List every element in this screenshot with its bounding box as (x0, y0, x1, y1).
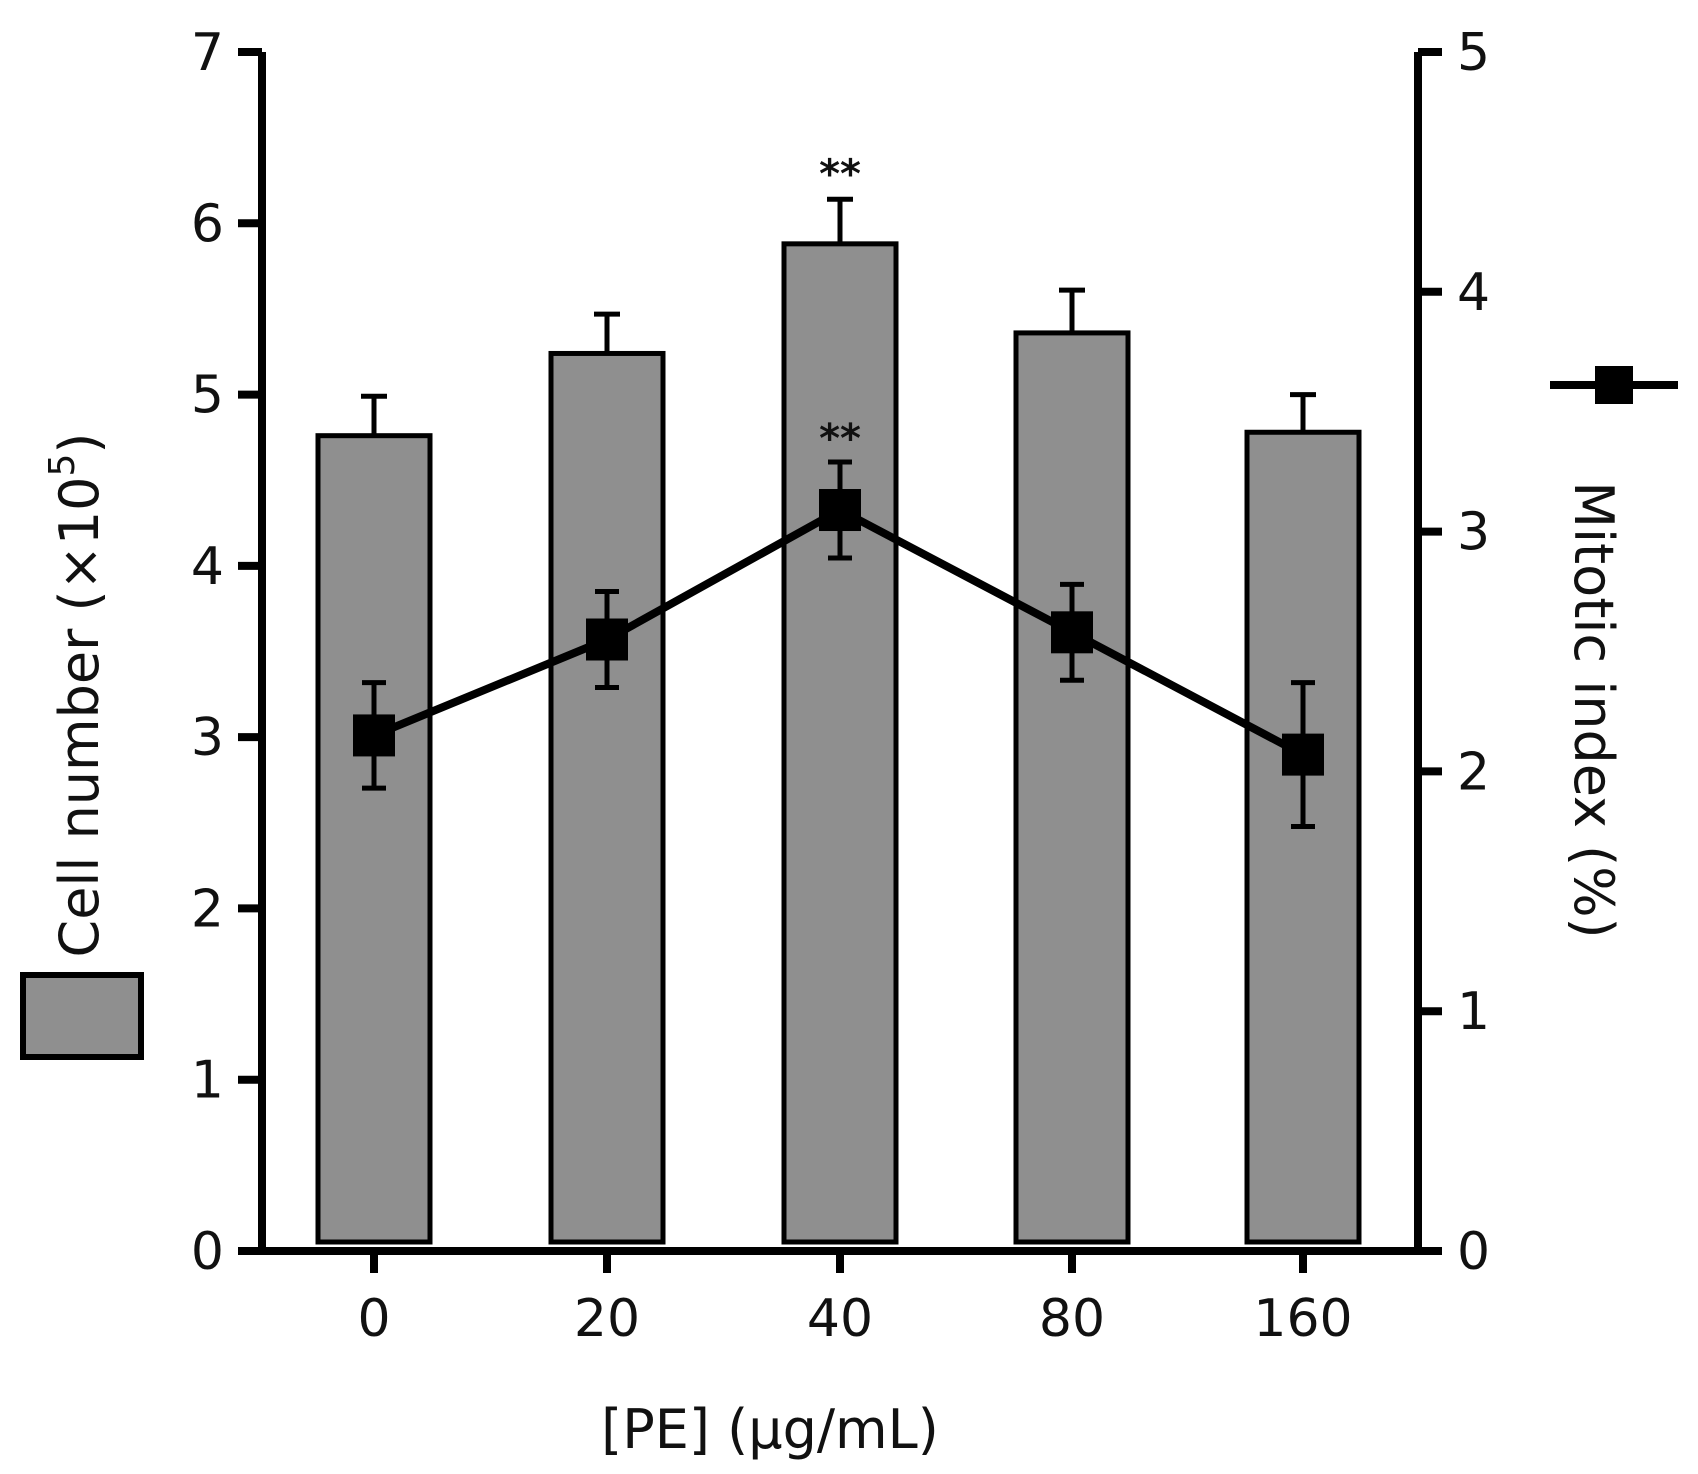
y-left-tick-label-1: 1 (191, 1051, 224, 1111)
x-tick-label-1: 20 (574, 1289, 640, 1349)
labels-layer: ** 0 1 2 3 4 5 6 7 0 1 2 3 4 5 0 20 40 80 160 ** (191, 23, 1490, 1349)
y-right-tick-label-0: 0 (1457, 1222, 1490, 1282)
y-right-title: Mitotic index (%) (1562, 481, 1625, 938)
axes-layer (238, 48, 1442, 1273)
y-left-tick-label-0: 0 (191, 1222, 224, 1282)
bar-0 (315, 433, 433, 1245)
bar-1 (548, 350, 666, 1245)
bars-layer (315, 196, 1362, 1245)
mitotic-point-0 (353, 714, 395, 757)
legend-bar-swatch (20, 972, 144, 1060)
bar-4 (1244, 429, 1362, 1245)
x-tick-label-4: 160 (1253, 1289, 1352, 1349)
y-left-title: Cell number (×105) (42, 432, 111, 957)
y-right-tick-label-1: 1 (1457, 982, 1490, 1042)
x-tick-label-2: 40 (807, 1289, 873, 1349)
line-layer (353, 459, 1324, 830)
y-left-tick-label-7: 7 (191, 23, 224, 83)
y-left-title-main: Cell number (×10 (48, 476, 111, 957)
mitotic-point-1 (586, 618, 628, 661)
y-left-tick-label-4: 4 (191, 537, 224, 597)
bar-3 (1013, 330, 1131, 1245)
bar-2 (781, 241, 899, 1245)
y-left-tick-label-6: 6 (191, 194, 224, 254)
y-right-tick-label-4: 4 (1457, 263, 1490, 323)
x-tick-label-3: 80 (1039, 1289, 1105, 1349)
y-right-tick-label-3: 3 (1457, 503, 1490, 563)
mitotic-point-4 (1282, 733, 1324, 776)
mitotic-significance-2: ** (819, 416, 861, 462)
bar-significance-2: ** (819, 151, 861, 197)
y-right-tick-label-5: 5 (1457, 23, 1490, 83)
y-left-title-close: ) (48, 432, 111, 453)
y-left-tick-label-5: 5 (191, 366, 224, 426)
y-left-title-sup: 5 (42, 454, 83, 477)
y-left-tick-label-3: 3 (191, 708, 224, 768)
legend-line-marker (1550, 366, 1678, 404)
mitotic-point-3 (1051, 611, 1093, 654)
x-tick-label-0: 0 (357, 1289, 390, 1349)
y-left-tick-label-2: 2 (191, 879, 224, 939)
x-axis-title: [PE] (µg/mL) (601, 1398, 939, 1461)
y-right-tick-label-2: 2 (1457, 742, 1490, 802)
mitotic-point-2 (819, 489, 861, 532)
